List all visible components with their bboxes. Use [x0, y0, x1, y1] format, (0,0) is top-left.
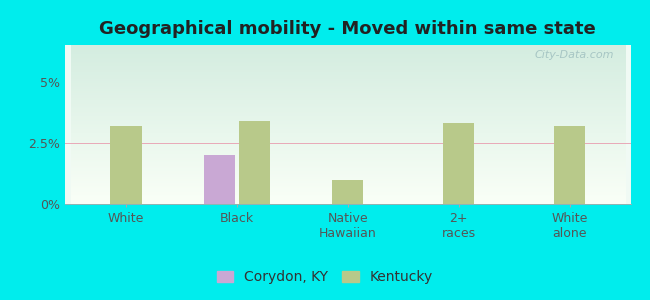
Bar	[203, 155, 235, 204]
Bar	[332, 179, 363, 204]
Title: Geographical mobility - Moved within same state: Geographical mobility - Moved within sam…	[99, 20, 596, 38]
Text: City-Data.com: City-Data.com	[534, 50, 614, 60]
Bar	[443, 123, 474, 204]
Bar	[111, 126, 142, 204]
Legend: Corydon, KY, Kentucky: Corydon, KY, Kentucky	[211, 265, 439, 290]
Bar	[239, 121, 270, 204]
Bar	[554, 126, 585, 204]
